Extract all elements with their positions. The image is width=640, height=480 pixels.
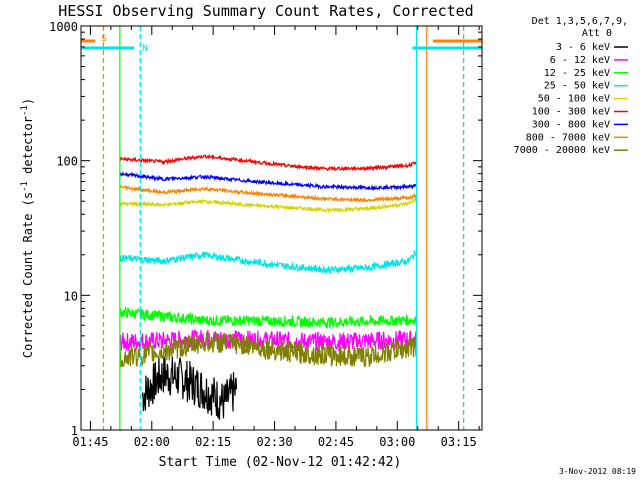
vertical-marker-layer [102, 26, 465, 430]
series-layer [119, 153, 418, 420]
legend-header-1: Att 0 [582, 28, 612, 39]
flag-S-label: S [101, 34, 106, 44]
y-tick-label-1: 10 [64, 289, 78, 303]
series-line-6 [119, 170, 418, 192]
legend-label-1: 6 - 12 keV [550, 55, 610, 66]
series-line-5 [119, 153, 418, 172]
legend-label-0: 3 - 6 keV [556, 42, 610, 53]
plot-frame [80, 25, 483, 431]
series-line-3 [119, 250, 417, 276]
legend-header-0: Det 1,3,5,6,7,9, [532, 16, 628, 27]
axes-layer: 1 10 100 1000 01:45 02:00 02:15 02:30 02:45 03:00… [49, 20, 483, 449]
y-axis-label-sup2: -1 [20, 105, 30, 116]
legend-label-8: 7000 - 20000 keV [514, 145, 610, 156]
x-tick-label-0: 01:45 [72, 435, 108, 449]
flag-N-label: N [142, 44, 147, 54]
legend: Det 1,3,5,6,7,9,Att 0 3 - 6 keV 6 - 12 keV… [514, 16, 628, 156]
series-line-8 [119, 331, 418, 368]
legend-label-2: 12 - 25 keV [544, 68, 610, 79]
legend-label-6: 300 - 800 keV [532, 119, 610, 130]
chart-title: HESSI Observing Summary Count Rates, Cor… [58, 2, 473, 20]
y-axis-label: Corrected Count Rate (s-1 detector-1) [20, 98, 35, 358]
legend-label-3: 25 - 50 keV [544, 81, 610, 92]
y-axis-label-mid: detector [21, 116, 35, 181]
series-line-2 [119, 305, 418, 330]
legend-label-5: 100 - 300 keV [532, 107, 610, 118]
series-line-7 [119, 184, 418, 204]
x-tick-label-5: 03:00 [379, 435, 415, 449]
series-line-4 [119, 196, 418, 214]
y-axis-label-sup1: -1 [20, 181, 30, 192]
svg-text:Corrected Count Rate (s-1 dete: Corrected Count Rate (s-1 detector-1) [20, 98, 35, 358]
x-axis-label: Start Time (02-Nov-12 01:42:42) [159, 455, 402, 470]
x-tick-label-4: 02:45 [318, 435, 354, 449]
y-tick-label-3: 1000 [49, 20, 78, 34]
series-line-0 [141, 355, 238, 420]
y-axis-label-main: Corrected Count Rate (s [21, 192, 35, 358]
y-tick-label-2: 100 [56, 155, 78, 169]
y-tick-label-0: 1 [71, 424, 78, 438]
x-tick-label-3: 02:30 [256, 435, 292, 449]
legend-label-7: 800 - 7000 keV [526, 132, 610, 143]
flag-layer: SN [81, 34, 482, 54]
y-axis-label-end: ) [21, 98, 35, 105]
x-tick-label-1: 02:00 [134, 435, 170, 449]
x-tick-label-6: 03:15 [441, 435, 477, 449]
legend-label-4: 50 - 100 keV [538, 94, 610, 105]
x-tick-label-2: 02:15 [195, 435, 231, 449]
timestamp: 3-Nov-2012 08:19 [559, 467, 636, 476]
